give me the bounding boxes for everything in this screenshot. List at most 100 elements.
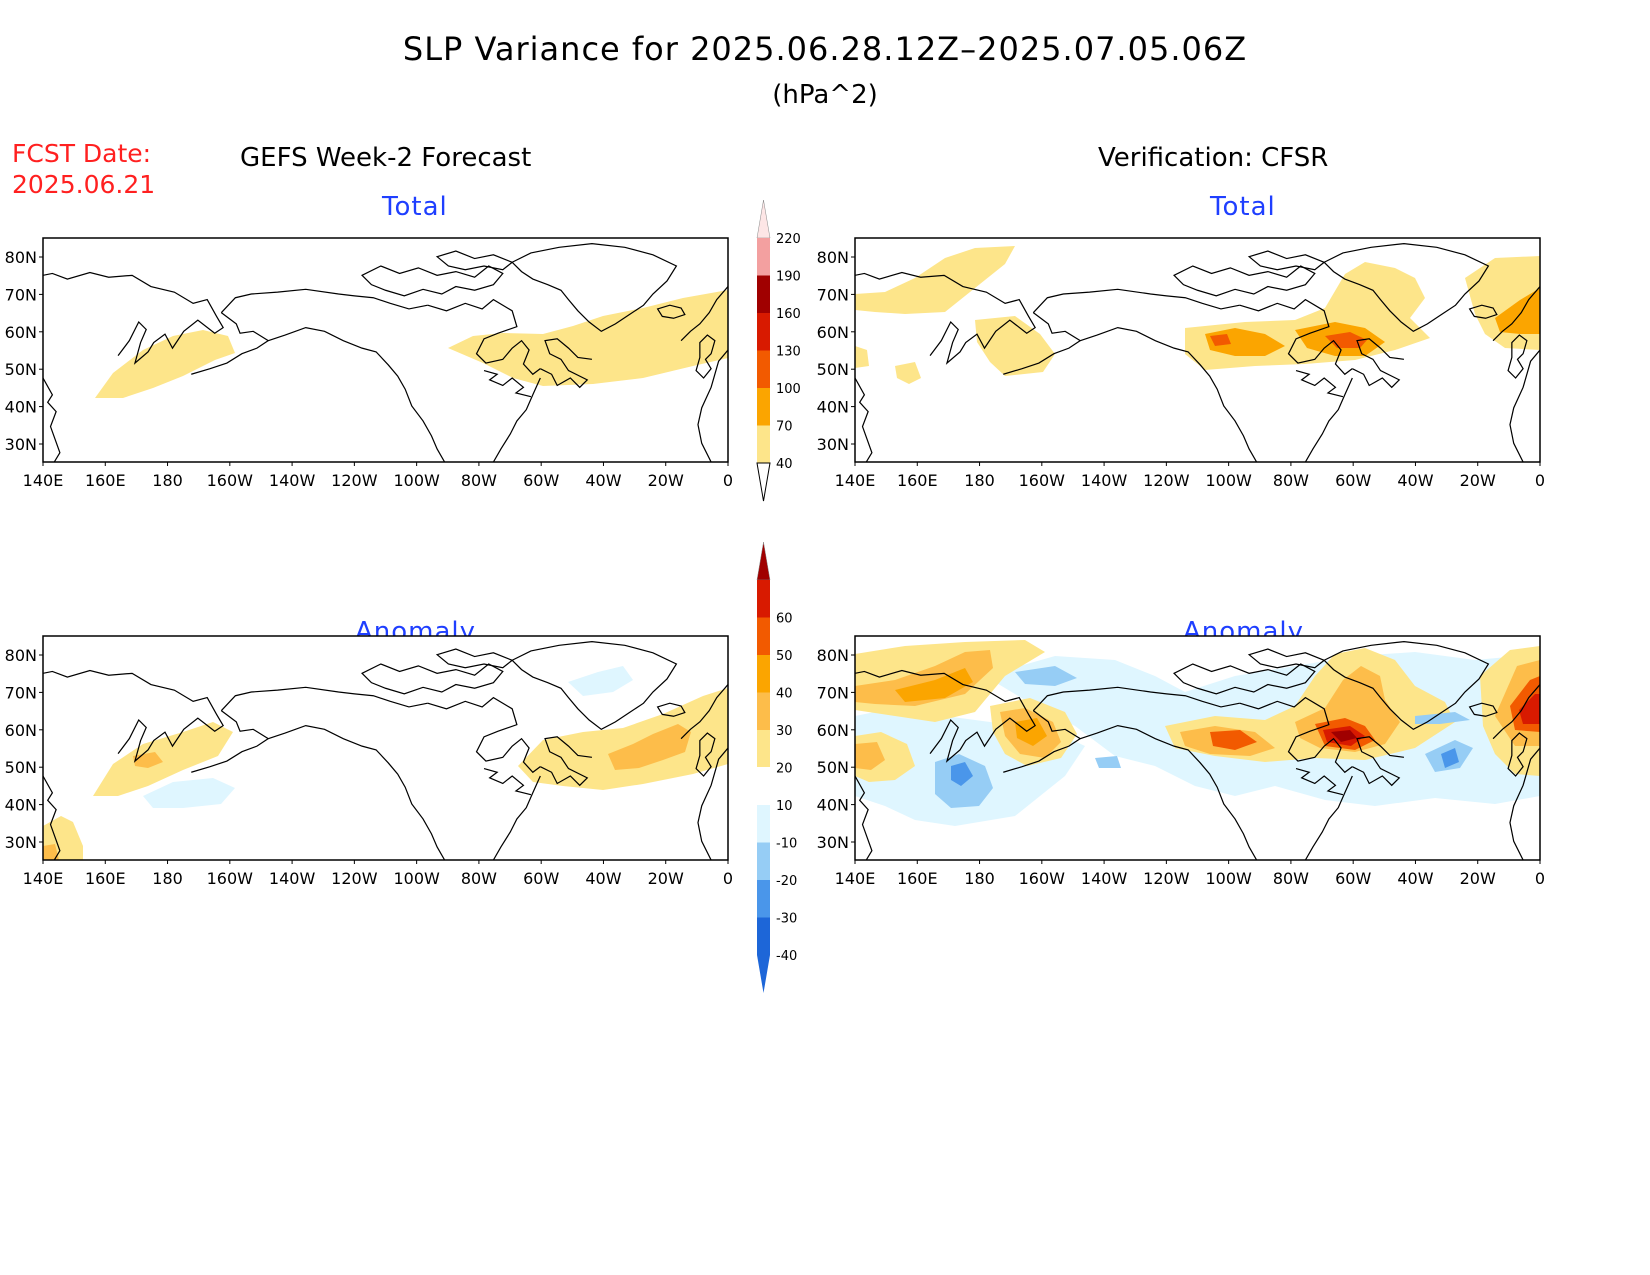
lat-tick-label: 80N: [817, 646, 849, 665]
shade-band-40: [855, 246, 1015, 314]
shade-band-neg20: [1015, 666, 1077, 686]
colorbar-segment: [757, 805, 770, 843]
lon-tick-label: 100W: [1205, 471, 1252, 490]
colorbar-label: -20: [776, 874, 797, 889]
colorbar-segment: [757, 842, 770, 880]
colorbar-segment: [757, 880, 770, 918]
lon-tick-label: 80W: [461, 471, 497, 490]
lon-tick-label: 160W: [207, 471, 254, 490]
shade-band-20: [43, 844, 59, 860]
forecast-date-caption: FCST Date:: [12, 139, 152, 168]
shade-band-100: [1210, 334, 1231, 346]
colorbar-segment: [757, 617, 770, 655]
lon-tick-label: 180: [964, 869, 995, 888]
colorbar-segment: [757, 388, 770, 426]
lat-tick-label: 80N: [817, 248, 849, 267]
shade-band-20: [855, 742, 885, 770]
colorbar-segment: [757, 425, 770, 463]
colorbar-segment: [757, 313, 770, 351]
lon-tick-label: 160E: [897, 471, 938, 490]
lon-tick-label: 140W: [269, 471, 316, 490]
shade-band-20: [855, 650, 993, 706]
colorbar-total: 220 190 160 130 100 70 40: [756, 199, 801, 502]
lat-tick-label: 30N: [5, 435, 37, 454]
lat-tick-label: 40N: [817, 796, 849, 815]
lat-tick-label: 70N: [5, 285, 37, 304]
lon-tick-label: 60W: [523, 471, 559, 490]
lon-tick-label: 20W: [1460, 471, 1496, 490]
lon-tick-label: 120W: [1143, 471, 1190, 490]
shade-band-neg20: [1095, 756, 1121, 768]
lon-tick-label: 140E: [835, 869, 876, 888]
lat-tick-label: 60N: [817, 323, 849, 342]
shade-band-40: [895, 362, 921, 384]
lon-tick-label: 60W: [1335, 471, 1371, 490]
lon-tick-label: 0: [723, 471, 733, 490]
lat-tick-label: 30N: [817, 833, 849, 852]
colorbar-segment: [757, 580, 770, 618]
shade-band-20: [608, 724, 691, 770]
lon-tick-label: 0: [723, 869, 733, 888]
lon-tick-label: 120W: [331, 869, 378, 888]
lon-tick-label: 180: [964, 471, 995, 490]
lon-tick-label: 120W: [331, 471, 378, 490]
lat-tick-label: 50N: [817, 360, 849, 379]
forecast-anomaly-map: [42, 635, 729, 861]
shade-band-40: [1210, 730, 1257, 750]
lat-tick-label: 30N: [817, 435, 849, 454]
colorbar-segment: [757, 692, 770, 730]
colorbar-segment: [757, 917, 770, 955]
colorbar-segment: [757, 350, 770, 388]
lat-tick-label: 60N: [5, 721, 37, 740]
lon-tick-label: 160W: [1019, 471, 1066, 490]
colorbar-label: 130: [776, 345, 801, 360]
lat-tick-label: 70N: [817, 683, 849, 702]
lat-tick-label: 40N: [5, 398, 37, 417]
colorbar-bottom-arrow: [756, 462, 771, 502]
lon-tick-label: 40W: [585, 471, 621, 490]
lat-tick-label: 40N: [5, 796, 37, 815]
verification-anomaly-map: [854, 635, 1541, 861]
shade-band-neg10: [143, 778, 235, 808]
lon-tick-label: 160E: [897, 869, 938, 888]
lon-tick-label: 160E: [85, 471, 126, 490]
lon-tick-label: 20W: [648, 471, 684, 490]
shade-band-neg10: [568, 666, 633, 696]
shade-band-60: [1331, 730, 1357, 742]
lat-tick-label: 50N: [5, 758, 37, 777]
colorbar-label: -40: [776, 949, 797, 964]
lat-tick-label: 30N: [5, 833, 37, 852]
colorbar-label: 40: [776, 457, 793, 472]
lat-tick-label: 70N: [817, 285, 849, 304]
lat-tick-label: 80N: [5, 646, 37, 665]
lon-tick-label: 180: [152, 471, 183, 490]
lon-tick-label: 120W: [1143, 869, 1190, 888]
colorbar-bottom-arrow: [757, 955, 770, 993]
colorbar-segment: [757, 275, 770, 313]
colorbar-label: 40: [776, 687, 793, 702]
lat-tick-label: 50N: [817, 758, 849, 777]
forecast-total-map: [42, 237, 729, 463]
colorbar-label: 30: [776, 724, 793, 739]
lon-tick-label: 80W: [1273, 869, 1309, 888]
colorbar-label: 100: [776, 382, 801, 397]
colorbar-top-arrow: [756, 541, 771, 581]
shade-band-neg30: [951, 762, 973, 786]
shade-band-10: [93, 722, 233, 796]
forecast-column-title: GEFS Week-2 Forecast: [240, 143, 532, 173]
lon-tick-label: 20W: [648, 869, 684, 888]
lat-tick-label: 40N: [817, 398, 849, 417]
colorbar-label: 20: [776, 762, 793, 777]
lon-tick-label: 140W: [269, 869, 316, 888]
shade-band-40: [855, 346, 869, 368]
colorbar-label: 160: [776, 307, 801, 322]
lon-tick-label: 160W: [1019, 869, 1066, 888]
shade-band-40: [95, 330, 235, 398]
lat-tick-label: 80N: [5, 248, 37, 267]
lon-tick-label: 60W: [1335, 869, 1371, 888]
verification-total-map: [854, 237, 1541, 463]
page-title: SLP Variance for 2025.06.28.12Z–2025.07.…: [402, 30, 1248, 68]
lat-tick-label: 60N: [817, 721, 849, 740]
lon-tick-label: 140W: [1081, 869, 1128, 888]
colorbar-segment: [757, 655, 770, 693]
